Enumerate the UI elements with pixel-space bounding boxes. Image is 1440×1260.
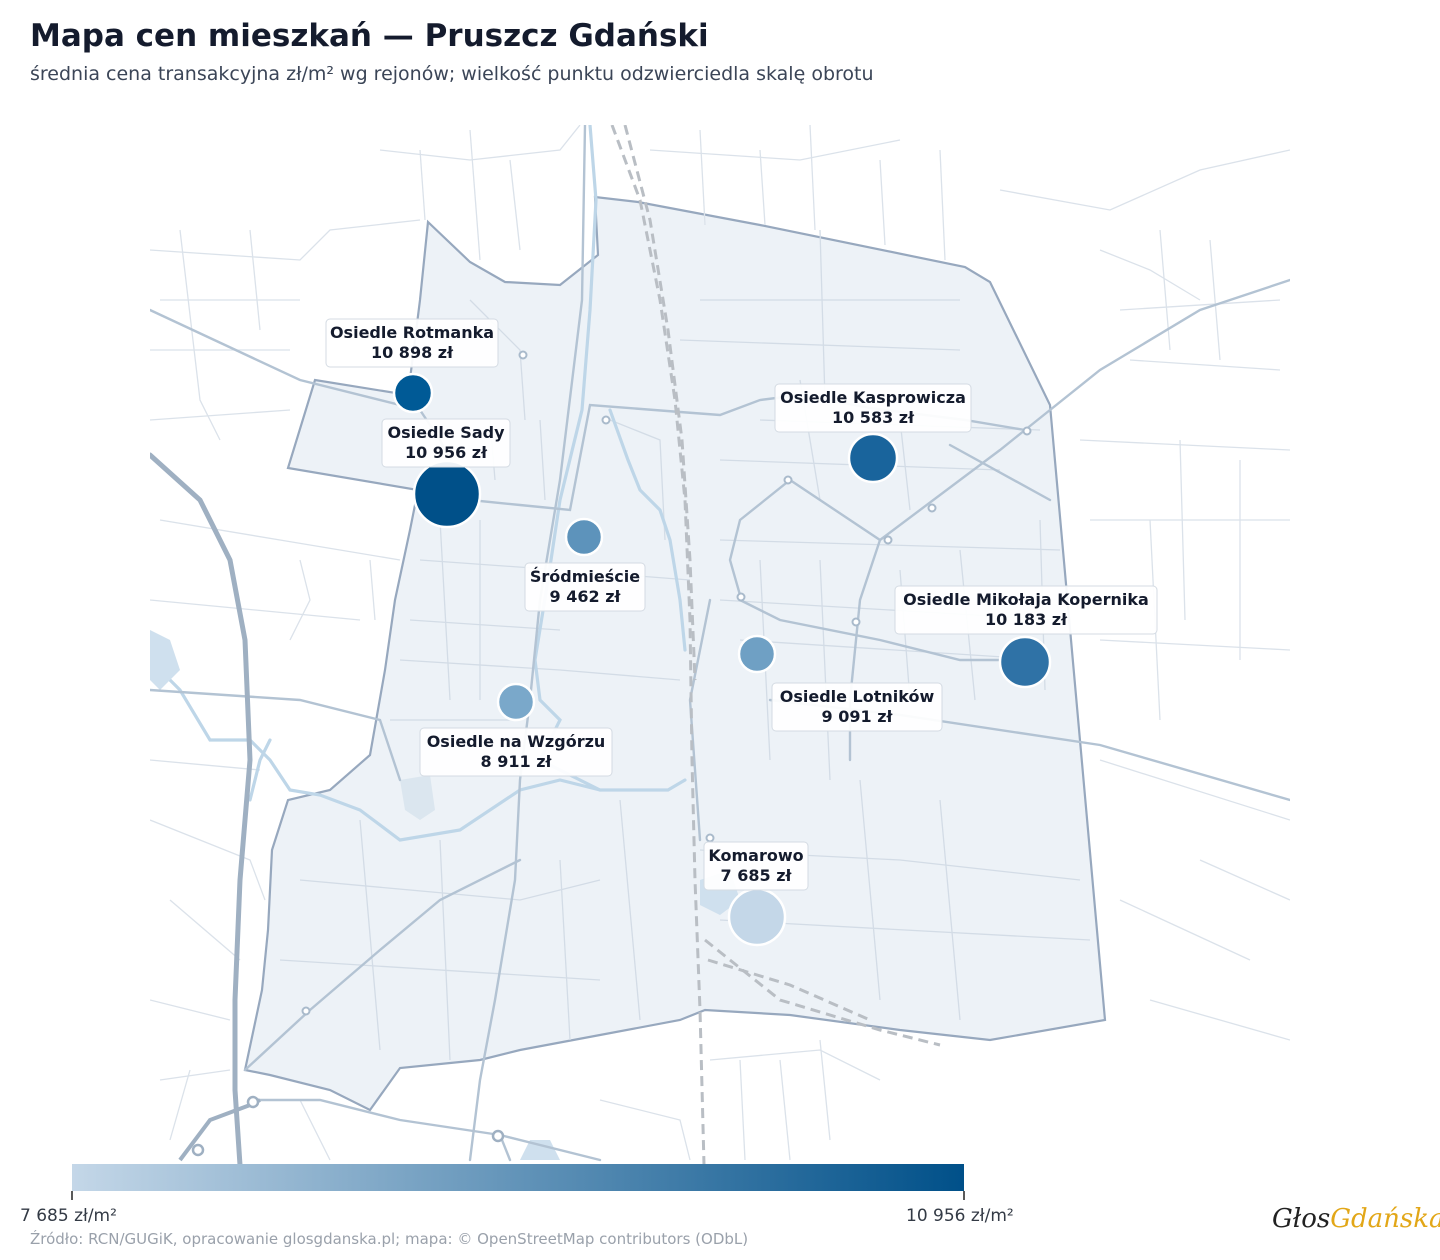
- logo-part-2: Gdańska: [1330, 1204, 1440, 1234]
- district-price: 9 462 zł: [550, 587, 622, 606]
- district-price: 9 091 zł: [822, 707, 894, 726]
- label-box: [894, 585, 1158, 635]
- colorscale-min-label: 7 685 zł/m²: [20, 1206, 117, 1226]
- basemap: [150, 125, 1290, 1165]
- label-box: [381, 418, 511, 468]
- district-point: [727, 887, 787, 947]
- district-price: 8 911 zł: [481, 752, 553, 771]
- district-point: [392, 372, 434, 414]
- district-name: Osiedle Mikołaja Kopernika: [903, 590, 1149, 609]
- label-box: [325, 318, 499, 368]
- district-name: Osiedle Sady: [387, 423, 505, 442]
- district-point: [737, 634, 777, 674]
- district-name: Śródmieście: [530, 567, 640, 586]
- logo-part-1: Głos: [1272, 1204, 1331, 1234]
- label-box: [524, 562, 646, 612]
- district-name: Osiedle Lotników: [780, 687, 935, 706]
- district-name: Osiedle Kasprowicza: [780, 388, 966, 407]
- brand-logo: GłosGdańska: [1272, 1204, 1440, 1234]
- district-point: [412, 459, 482, 529]
- district-price: 10 956 zł: [405, 443, 488, 462]
- district-price: 7 685 zł: [721, 866, 793, 885]
- page-subtitle: średnia cena transakcyjna zł/m² wg rejon…: [30, 63, 874, 85]
- district-name: Osiedle Rotmanka: [330, 323, 494, 342]
- district-point: [998, 635, 1052, 689]
- source-note: Źródło: RCN/GUGiK, opracowanie glosgdans…: [30, 1230, 749, 1248]
- district-point: [564, 517, 604, 557]
- colorscale-max-label: 10 956 zł/m²: [906, 1206, 1014, 1226]
- label-box: [771, 682, 943, 732]
- label-box: [419, 727, 613, 777]
- district-point: [496, 682, 536, 722]
- district-price: 10 583 zł: [832, 408, 915, 427]
- label-box: [703, 841, 809, 891]
- colorscale-bar: [72, 1164, 964, 1191]
- district-price: 10 898 zł: [371, 343, 454, 362]
- page-title: Mapa cen mieszkań — Pruszcz Gdański: [30, 18, 709, 54]
- district-price: 10 183 zł: [985, 610, 1068, 629]
- district-name: Osiedle na Wzgórzu: [427, 732, 606, 751]
- district-point: [847, 432, 899, 484]
- district-name: Komarowo: [708, 846, 803, 865]
- label-box: [774, 383, 972, 433]
